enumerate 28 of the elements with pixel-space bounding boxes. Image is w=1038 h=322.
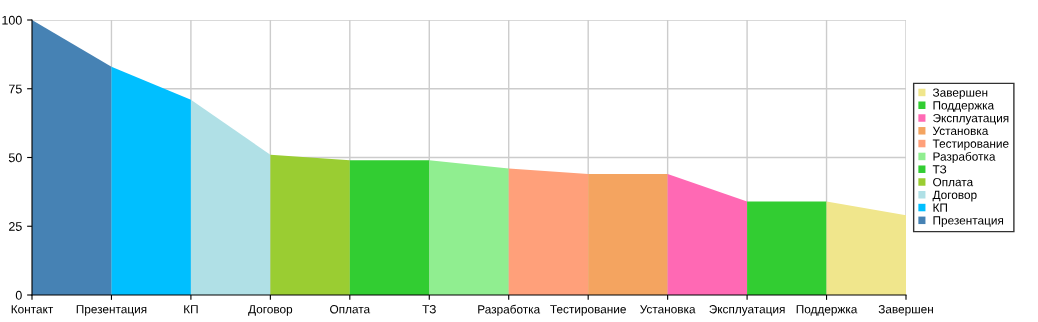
x-tick-label: Контакт bbox=[11, 305, 54, 314]
legend-label: Установка bbox=[932, 126, 989, 136]
legend-label: КП bbox=[933, 203, 947, 212]
legend-label: Оплата bbox=[933, 177, 974, 187]
y-tick-label: 25 bbox=[9, 222, 22, 231]
legend-label: ТЗ bbox=[932, 165, 947, 174]
legend-label: Презентация bbox=[933, 216, 1004, 227]
y-tick-label: 75 bbox=[9, 84, 22, 94]
x-tick-label: Оплата bbox=[330, 305, 371, 314]
x-tick-label: Презентация bbox=[76, 305, 147, 316]
y-tick-label: 0 bbox=[15, 290, 22, 300]
legend-label: Договор bbox=[932, 190, 977, 202]
legend-label: Поддержка bbox=[933, 101, 995, 112]
x-tick-label: Договор bbox=[248, 305, 293, 316]
y-tick-label: 100 bbox=[2, 15, 22, 25]
x-tick-label: Установка bbox=[640, 305, 696, 314]
x-tick-label: Поддержка bbox=[796, 305, 858, 316]
legend-label: Эксплуатация bbox=[933, 113, 1009, 125]
x-tick-label: Разработка bbox=[478, 304, 541, 316]
x-tick-label: КП bbox=[184, 305, 198, 314]
y-tick-label: 50 bbox=[8, 153, 22, 163]
legend-label: Разработка bbox=[933, 151, 996, 164]
x-tick-label: Эксплуатация bbox=[709, 305, 785, 316]
x-tick-label: ТЗ bbox=[422, 305, 436, 314]
x-tick-label: Тестирование bbox=[550, 305, 626, 316]
legend-label: Тестирование bbox=[932, 139, 1009, 151]
x-tick-label: Завершен bbox=[878, 305, 933, 316]
legend-label: Завершен bbox=[932, 88, 988, 100]
